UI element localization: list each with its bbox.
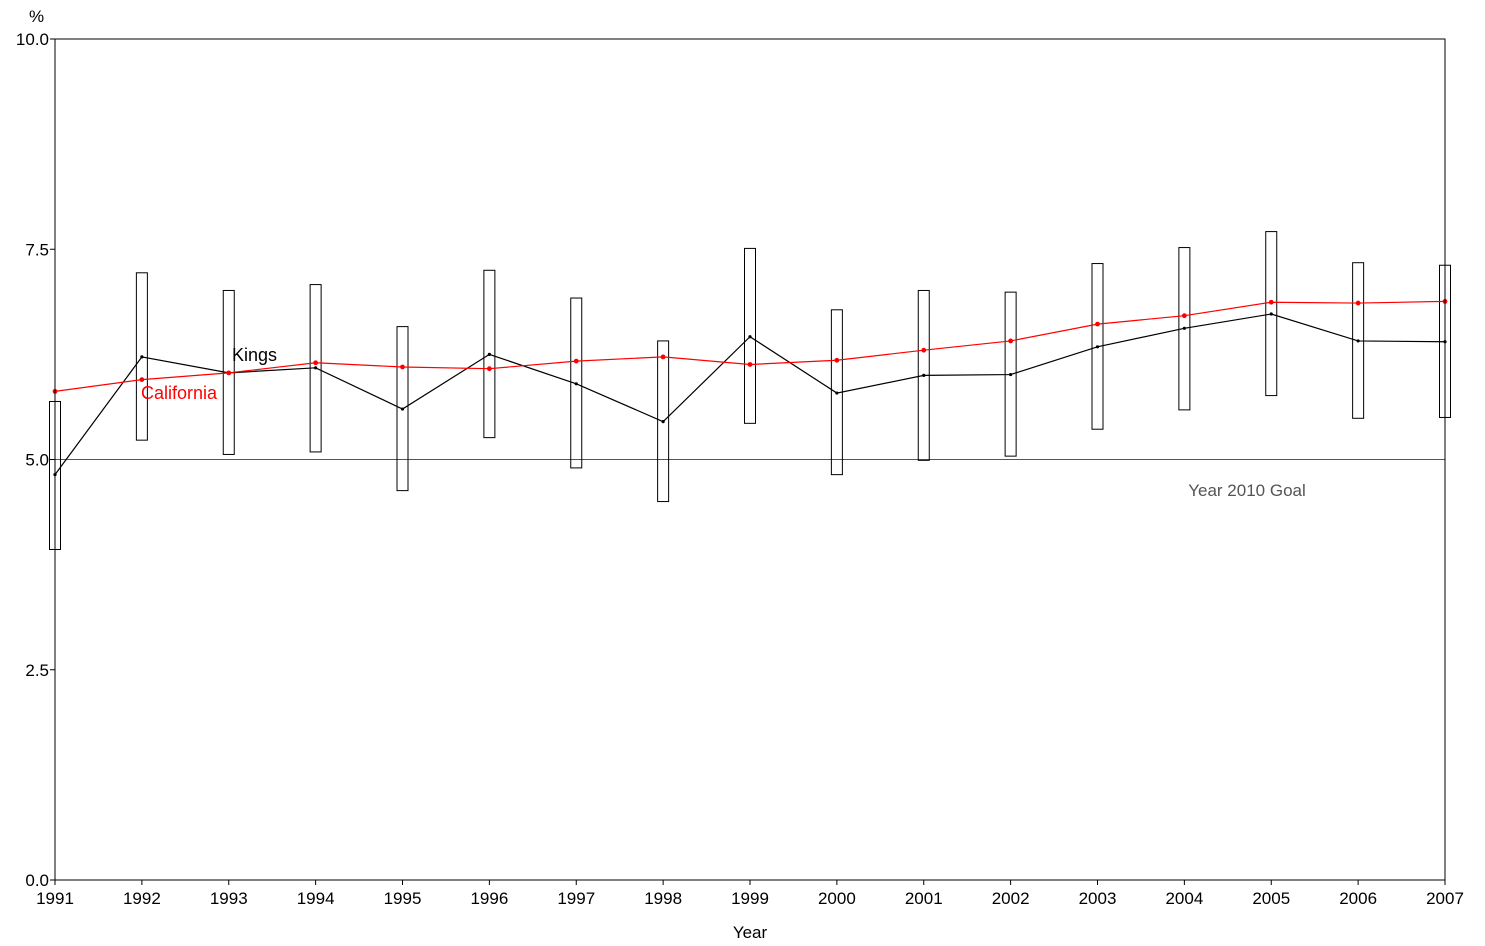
data-point-kings	[661, 420, 665, 424]
data-point-kings	[922, 373, 926, 377]
y-tick-label: 2.5	[25, 661, 49, 680]
confidence-interval-box	[744, 247, 756, 424]
data-point-california	[921, 347, 927, 353]
confidence-interval-box	[657, 340, 670, 503]
x-tick-label: 2005	[1252, 889, 1290, 908]
y-tick-label: 5.0	[25, 451, 49, 470]
label-layer: % Year Year 2010 Goal Kings California	[29, 7, 1306, 942]
x-tick-label: 2003	[1079, 889, 1117, 908]
data-point-kings	[314, 366, 318, 370]
data-point-kings	[835, 391, 839, 395]
confidence-interval-box	[135, 272, 148, 441]
x-tick-label: 2004	[1165, 889, 1203, 908]
x-tick-label: 2006	[1339, 889, 1377, 908]
x-axis-label: Year	[733, 923, 768, 942]
series-layer	[52, 298, 1448, 477]
data-point-california	[486, 366, 492, 372]
x-tick-label: 1999	[731, 889, 769, 908]
x-tick-label: 1993	[210, 889, 248, 908]
data-point-california	[834, 357, 840, 363]
series-label-kings: Kings	[232, 345, 277, 365]
data-point-kings	[1356, 339, 1360, 343]
data-point-kings	[140, 355, 144, 359]
x-tick-label: 2007	[1426, 889, 1464, 908]
axis-layer: 0.0 2.5 5.0 7.5 10.0 1991 1992 1993 1994 1995 1996…	[16, 30, 1464, 908]
data-point-kings	[1182, 326, 1186, 330]
y-tick-label: 7.5	[25, 240, 49, 259]
x-tick-label: 1998	[644, 889, 682, 908]
confidence-interval-box	[483, 269, 496, 439]
data-point-california	[747, 362, 753, 367]
data-point-kings	[574, 382, 578, 386]
data-point-kings	[748, 335, 752, 339]
data-point-kings	[1009, 372, 1013, 377]
data-point-kings	[1095, 345, 1100, 349]
data-point-california	[1181, 313, 1187, 319]
y-tick-label: 10.0	[16, 30, 49, 49]
data-point-california	[1268, 299, 1274, 305]
x-tick-label: 2001	[905, 889, 943, 908]
x-tick-label: 2002	[992, 889, 1030, 908]
confidence-interval-box	[570, 297, 583, 469]
data-point-california	[1008, 338, 1014, 344]
data-point-california	[400, 364, 405, 370]
data-point-kings	[487, 352, 491, 356]
reference-line-label: Year 2010 Goal	[1188, 481, 1306, 500]
data-point-california	[573, 358, 579, 364]
x-tick-label: 1996	[470, 889, 508, 908]
data-point-california	[660, 354, 666, 360]
data-point-california	[139, 377, 145, 383]
x-tick-label: 1997	[557, 889, 595, 908]
series-label-california: California	[141, 383, 218, 403]
confidence-interval-box	[396, 326, 409, 492]
data-point-kings	[1269, 312, 1273, 316]
y-tick-label: 0.0	[25, 871, 49, 890]
confidence-interval-box	[1265, 231, 1278, 397]
data-point-california	[1355, 300, 1361, 306]
confidence-interval-box	[1178, 247, 1191, 411]
data-point-california	[226, 370, 232, 376]
data-point-kings	[400, 407, 405, 411]
x-tick-label: 1992	[123, 889, 161, 908]
data-point-california	[1095, 321, 1100, 327]
y-axis-label: %	[29, 7, 44, 26]
x-tick-label: 1995	[384, 889, 422, 908]
x-tick-label: 2000	[818, 889, 856, 908]
x-tick-label: 1991	[36, 889, 74, 908]
data-point-california	[313, 360, 319, 366]
x-tick-label: 1994	[297, 889, 335, 908]
confidence-interval-box	[1091, 263, 1104, 430]
